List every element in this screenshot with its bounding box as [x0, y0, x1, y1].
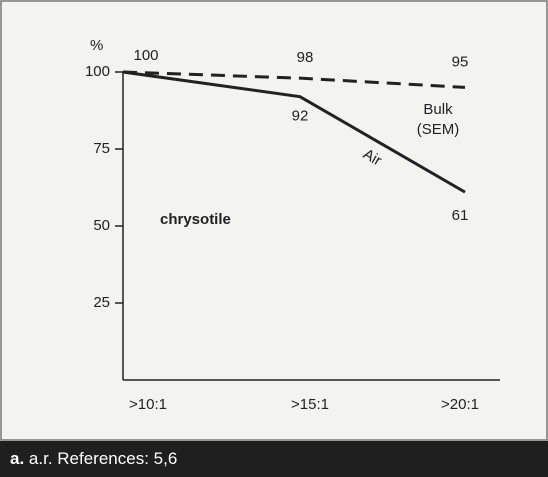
y-tick-label: 100 [85, 63, 110, 80]
annotation: chrysotile [160, 211, 231, 228]
x-tick-label: >20:1 [441, 396, 479, 413]
series-label: Air [360, 146, 384, 170]
y-tick-label: 25 [93, 294, 110, 311]
data-label: 98 [297, 49, 314, 66]
series-label: Bulk (SEM) [416, 101, 460, 138]
y-tick-label: 50 [93, 217, 110, 234]
frame [0, 0, 548, 441]
footer-label: a. [10, 449, 25, 468]
y-tick-label: 75 [93, 140, 110, 157]
chart: % chrysotile 25 50 75 100 >10:1 >15:1 >20:1 100… [0, 0, 548, 441]
x-tick-label: >15:1 [291, 396, 329, 413]
x-tick-label: >10:1 [129, 396, 167, 413]
footer-text: a.r. References: 5,6 [28, 449, 178, 468]
y-axis-label: % [90, 37, 103, 54]
data-label: 95 [452, 53, 469, 70]
data-label: 92 [292, 108, 309, 125]
series-line [122, 70, 466, 194]
footer: a. a.r. References: 5,6 [0, 441, 548, 477]
data-label: 61 [452, 207, 469, 224]
series-line [122, 70, 466, 89]
data-label: 100 [133, 47, 158, 64]
